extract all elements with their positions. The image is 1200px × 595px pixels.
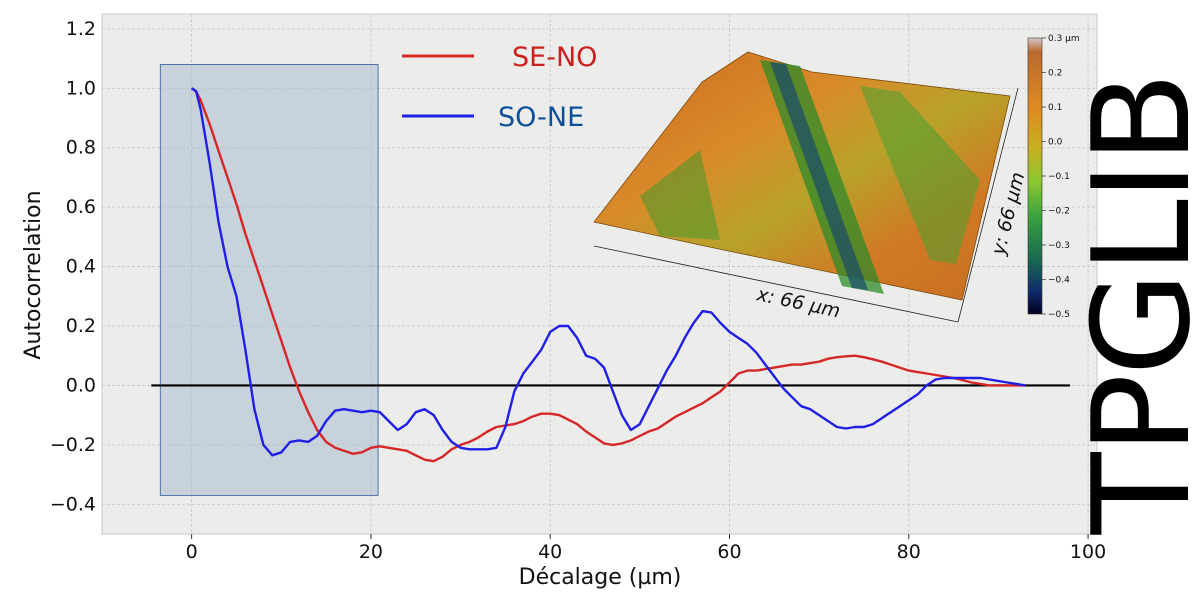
colorbar-tick-label: 0.3 µm [1048,34,1080,44]
surface-dark-groove [770,62,868,290]
shaded-region [159,64,379,496]
surface-inset: x: 66 µm y: 66 µm 0.3 µm0.20.10.0−0.1−0.… [593,34,1080,323]
surface-green-band-3 [640,150,720,240]
legend: SE-NO SO-NE [402,42,597,133]
y-tick-label: −0.4 [50,493,96,515]
watermark-text: TPGLIB [1064,74,1200,536]
x-tick-labels: 0 20 40 60 80 100 [186,534,1106,563]
colorbar-tick-label: −0.1 [1048,172,1070,182]
y-tick-label: 0.4 [66,256,96,278]
colorbar-ticks: 0.3 µm 0.2 0.1 0.0 −0.1 −0.2 −0.3 −0.4 −0.5 [1042,34,1080,320]
y-tick-labels: −0.4 −0.2 0.0 0.2 0.4 0.6 0.8 1.0 1.2 [50,18,96,515]
y-tick-label: 1.2 [66,18,96,40]
colorbar-tick-label: 0.0 [1048,138,1063,148]
colorbar-tick-label: 0.2 [1048,69,1062,79]
x-tick-label: 0 [186,541,198,563]
colorbar-tick-label: −0.5 [1048,310,1070,320]
surface-green-band-2 [860,86,980,264]
colorbar [1027,37,1043,315]
colorbar-tick-label: −0.2 [1048,207,1070,217]
y-tick-label: 0.2 [66,315,96,337]
inset-y-axis-line [957,87,1019,323]
series-group [190,87,1026,463]
colorbar-tick-label: −0.4 [1048,276,1070,286]
series-line-so-ne [190,87,1026,457]
y-tick-label: −0.2 [50,434,96,456]
colorbar-tick-label: 0.1 [1048,103,1062,113]
x-tick-label: 20 [359,541,383,563]
colorbar-tick-label: −0.3 [1048,241,1070,251]
x-tick-label: 60 [717,541,741,563]
y-tick-label: 0.8 [66,137,96,159]
y-tick-label: 1.0 [66,77,96,99]
y-axis-title: Autocorrelation [21,190,46,359]
legend-label-se-no: SE-NO [512,42,597,73]
inset-x-axis-line [593,245,959,323]
series-line-se-no [190,87,1026,463]
x-tick-label: 80 [897,541,921,563]
x-axis-title: Décalage (µm) [519,565,682,590]
legend-label-so-ne: SO-NE [498,102,584,133]
x-tick-label: 40 [538,541,562,563]
x-tick-label: 100 [1070,541,1106,563]
y-tick-label: 0.6 [66,196,96,218]
y-tick-label: 0.0 [66,374,96,396]
